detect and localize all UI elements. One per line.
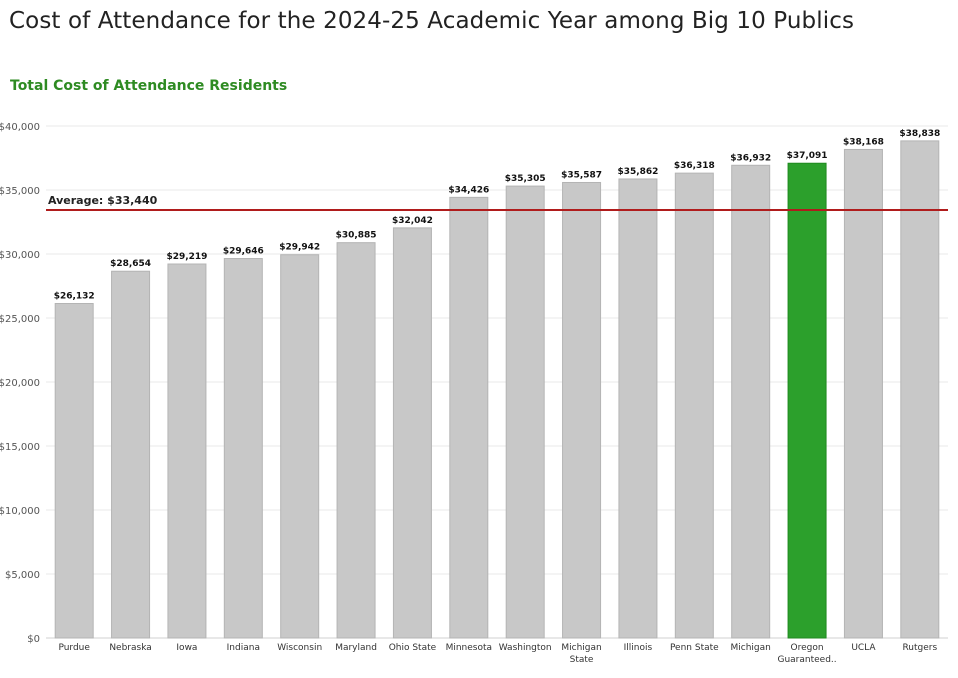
- data-label: $35,587: [561, 170, 602, 180]
- bar: [505, 185, 545, 639]
- y-tick-label: $5,000: [5, 570, 40, 581]
- bar: [111, 270, 151, 639]
- x-tick-label-line: Wisconsin: [277, 643, 322, 653]
- data-label: $28,654: [110, 259, 151, 269]
- x-tick-label: Indiana: [227, 643, 260, 653]
- x-tick-label: Washington: [499, 643, 552, 653]
- x-tick-label: Iowa: [176, 643, 197, 653]
- x-tick-label-line: Maryland: [335, 643, 377, 653]
- x-tick-label-line: Minnesota: [446, 643, 492, 653]
- bar: [562, 181, 602, 639]
- data-label: $29,219: [166, 252, 207, 262]
- data-label: $38,838: [899, 129, 940, 139]
- x-tick-label: Oregon Guaranteed..: [777, 643, 836, 665]
- y-tick-label: $0: [27, 634, 40, 645]
- bar: [900, 140, 940, 639]
- x-tick-label-line: Oregon: [791, 643, 824, 653]
- x-tick-label-line: Illinois: [624, 643, 653, 653]
- x-tick-label-line: Michigan: [731, 643, 771, 653]
- x-tick-label-line: State: [570, 655, 594, 665]
- data-label: $26,132: [54, 292, 95, 302]
- bar: [167, 263, 207, 639]
- x-tick-label: Illinois: [624, 643, 653, 653]
- page-title: Cost of Attendance for the 2024-25 Acade…: [9, 8, 855, 34]
- data-label: $37,091: [787, 151, 828, 161]
- data-label: $29,646: [223, 247, 264, 257]
- chart-subtitle: Total Cost of Attendance Residents: [10, 78, 288, 94]
- x-tick-label: Minnesota: [446, 643, 492, 653]
- data-label: $29,942: [279, 243, 320, 253]
- average-label: Average: $33,440: [48, 194, 158, 207]
- y-tick-label: $10,000: [0, 506, 40, 517]
- x-tick-label-line: Washington: [499, 643, 552, 653]
- x-tick-label-line: Ohio State: [389, 643, 437, 653]
- x-tick-label-line: Rutgers: [902, 643, 937, 653]
- y-tick-label: $15,000: [0, 442, 40, 453]
- data-label: $36,318: [674, 161, 715, 171]
- x-tick-label: Wisconsin: [277, 643, 322, 653]
- bar: [618, 178, 658, 639]
- y-tick-label: $40,000: [0, 122, 40, 133]
- bar: [280, 254, 320, 639]
- bar: [674, 172, 714, 639]
- x-tick-label: Purdue: [58, 643, 90, 653]
- x-tick-label-line: Guaranteed..: [777, 655, 836, 665]
- data-label: $34,426: [448, 185, 489, 195]
- bar: [392, 227, 432, 639]
- bar: [54, 303, 94, 639]
- data-label: $32,042: [392, 216, 433, 226]
- x-tick-label-line: Nebraska: [109, 643, 151, 653]
- x-tick-label: Ohio State: [389, 643, 437, 653]
- data-label: $38,168: [843, 137, 884, 147]
- bar-highlighted: [787, 162, 827, 639]
- x-tick-label-line: UCLA: [851, 643, 876, 653]
- y-tick-label: $35,000: [0, 186, 40, 197]
- x-tick-label: Michigan State: [561, 643, 601, 665]
- x-tick-label-line: Iowa: [176, 643, 197, 653]
- x-tick-label: Michigan: [731, 643, 771, 653]
- y-tick-label: $25,000: [0, 314, 40, 325]
- x-tick-label: UCLA: [851, 643, 876, 653]
- bar: [449, 196, 489, 639]
- bar: [336, 242, 376, 639]
- y-tick-label: $30,000: [0, 250, 40, 261]
- data-label: $35,862: [617, 167, 658, 177]
- data-label: $30,885: [336, 231, 377, 241]
- bar: [223, 258, 263, 639]
- data-label: $35,305: [505, 174, 546, 184]
- bar: [731, 164, 771, 639]
- y-tick-label: $20,000: [0, 378, 40, 389]
- x-tick-label: Maryland: [335, 643, 377, 653]
- x-tick-label: Nebraska: [109, 643, 151, 653]
- x-tick-label: Penn State: [670, 643, 719, 653]
- x-tick-label-line: Purdue: [58, 643, 90, 653]
- x-tick-label-line: Michigan: [561, 643, 601, 653]
- x-tick-label-line: Penn State: [670, 643, 719, 653]
- bar: [843, 148, 883, 639]
- data-label: $36,932: [730, 153, 771, 163]
- x-tick-label-line: Indiana: [227, 643, 260, 653]
- x-tick-label: Rutgers: [902, 643, 937, 653]
